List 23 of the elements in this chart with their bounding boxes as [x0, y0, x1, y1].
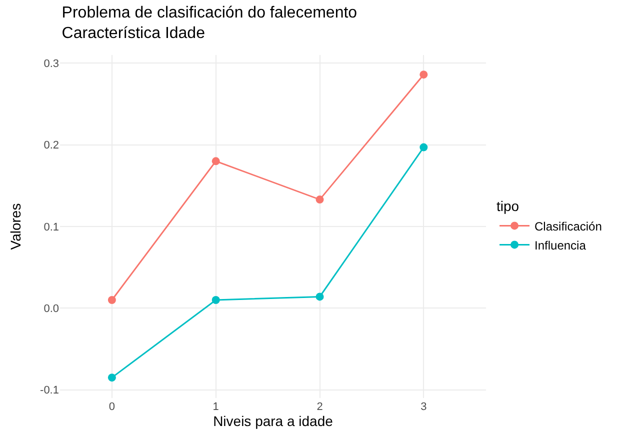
point	[420, 143, 428, 152]
point	[108, 374, 116, 382]
point	[108, 296, 116, 304]
y-tick-label: -0.1	[40, 384, 59, 397]
y-tick-label: 0.1	[44, 221, 59, 234]
legend-label: Clasificación	[534, 219, 602, 234]
point	[420, 70, 428, 79]
point	[212, 296, 220, 304]
point	[316, 196, 324, 204]
point	[316, 292, 324, 301]
y-tick-label: 0.3	[44, 58, 59, 70]
y-tick-label: 0.0	[44, 303, 59, 316]
x-tick-label: 0	[108, 401, 116, 413]
y-tick-label: 0.2	[44, 140, 59, 152]
chart-title: Problema de clasificación do falecemento Característica Idade	[62, 4, 358, 42]
x-tick-label: 2	[316, 401, 323, 413]
x-axis-title: Niveis para a idade	[213, 413, 334, 429]
legend-label: Influencia	[534, 238, 586, 252]
x-tick-label: 1	[212, 401, 219, 413]
legend-title: tipo	[496, 198, 520, 214]
point	[212, 157, 220, 166]
x-tick-label: 3	[420, 401, 427, 413]
y-axis-title: Valores	[8, 203, 24, 250]
